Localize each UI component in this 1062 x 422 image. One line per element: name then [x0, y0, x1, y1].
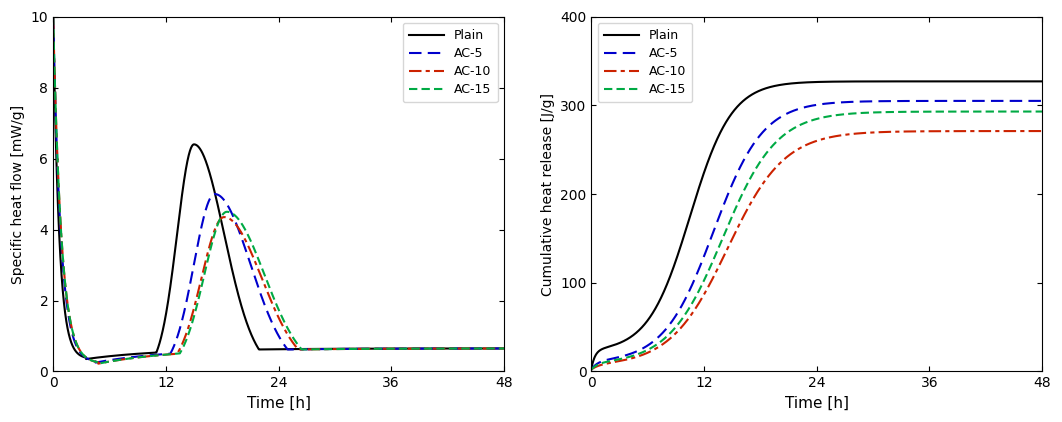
AC-15 [220, 209, 233, 214]
AC-5 [777, 113, 790, 118]
Line: AC-5: AC-5 [592, 101, 1042, 370]
Line: AC-10: AC-10 [592, 131, 1042, 370]
Plain [498, 346, 511, 351]
Line: Plain: Plain [592, 81, 1042, 369]
Line: Plain: Plain [53, 16, 504, 359]
AC-5 [978, 98, 991, 103]
Line: AC-15: AC-15 [53, 16, 504, 364]
Plain [1035, 79, 1048, 84]
Plain [585, 367, 598, 372]
AC-10 [1035, 129, 1048, 134]
Plain [777, 82, 790, 87]
AC-10 [636, 352, 649, 357]
Y-axis label: Specific heat flow [mW/g]: Specific heat flow [mW/g] [11, 105, 25, 284]
AC-15 [239, 228, 252, 233]
AC-5 [489, 346, 501, 351]
AC-15 [441, 346, 453, 351]
Plain [441, 346, 453, 351]
AC-10 [441, 346, 453, 351]
AC-5 [125, 354, 138, 360]
AC-15 [777, 133, 790, 138]
AC-10 [978, 129, 991, 134]
AC-10 [92, 361, 105, 366]
AC-15 [636, 350, 649, 355]
AC-15 [47, 14, 59, 19]
AC-10 [758, 179, 771, 184]
Plain [99, 354, 112, 359]
Line: AC-15: AC-15 [592, 111, 1042, 370]
AC-10 [220, 215, 233, 220]
Line: AC-5: AC-5 [53, 16, 504, 362]
AC-15 [99, 360, 112, 365]
AC-10 [777, 157, 790, 162]
AC-5 [47, 14, 59, 19]
AC-5 [99, 358, 112, 363]
AC-10 [47, 14, 59, 19]
AC-10 [99, 360, 112, 365]
AC-5 [663, 322, 675, 327]
AC-10 [125, 356, 138, 361]
AC-5 [758, 128, 771, 133]
AC-10 [663, 336, 675, 341]
Plain [80, 357, 92, 362]
AC-15 [663, 331, 675, 336]
Legend: Plain, AC-5, AC-10, AC-15: Plain, AC-5, AC-10, AC-15 [402, 23, 498, 103]
AC-5 [220, 200, 233, 206]
Plain [125, 352, 138, 357]
AC-15 [585, 367, 598, 372]
Y-axis label: Cumulative heat release [J/g]: Cumulative heat release [J/g] [541, 92, 554, 295]
AC-15 [1035, 109, 1048, 114]
X-axis label: Time [h]: Time [h] [246, 396, 310, 411]
AC-5 [239, 247, 252, 252]
AC-5 [498, 346, 511, 351]
Legend: Plain, AC-5, AC-10, AC-15: Plain, AC-5, AC-10, AC-15 [598, 23, 692, 103]
Plain [220, 241, 233, 246]
AC-10 [585, 367, 598, 372]
AC-10 [1027, 129, 1040, 134]
AC-15 [125, 356, 138, 361]
Plain [663, 276, 675, 281]
AC-10 [498, 346, 511, 351]
AC-5 [441, 346, 453, 351]
X-axis label: Time [h]: Time [h] [785, 396, 849, 411]
AC-15 [1027, 109, 1040, 114]
AC-5 [636, 346, 649, 351]
AC-5 [89, 360, 102, 365]
Plain [636, 324, 649, 329]
Line: AC-10: AC-10 [53, 16, 504, 364]
Plain [47, 14, 59, 19]
Plain [1027, 79, 1040, 84]
Plain [978, 79, 991, 84]
Plain [239, 317, 252, 322]
AC-10 [239, 238, 252, 243]
AC-5 [1027, 98, 1040, 103]
AC-15 [978, 109, 991, 114]
AC-15 [498, 346, 511, 351]
AC-15 [489, 346, 501, 351]
Plain [758, 87, 771, 92]
AC-15 [92, 361, 105, 366]
AC-5 [1035, 98, 1048, 103]
AC-10 [489, 346, 501, 351]
AC-15 [758, 154, 771, 159]
AC-5 [585, 367, 598, 372]
Plain [489, 346, 501, 351]
